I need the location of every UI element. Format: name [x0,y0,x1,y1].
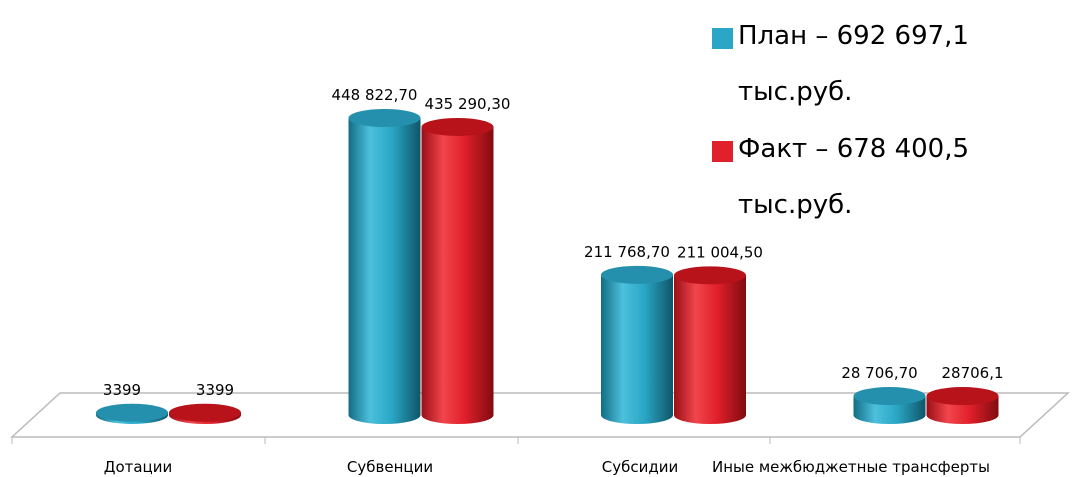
data-label: 435 290,30 [425,95,511,113]
legend-item: Факт – 678 400,5 тыс.руб. [712,121,1042,233]
legend-item: План – 692 697,1 тыс.руб. [712,8,1042,120]
data-label: 211 768,70 [584,243,670,261]
bar-top [926,387,999,406]
bar-top [674,266,746,285]
legend-swatch [712,28,733,49]
bar-top [169,403,241,422]
data-label: 28706,1 [941,364,1003,382]
bar-top [601,265,673,284]
x-tick-label: Субвенции [347,458,433,476]
data-label: 28 706,70 [841,364,917,382]
bar-top [853,387,926,406]
bar [601,274,673,424]
x-tick-label: Дотации [104,458,173,476]
data-label: 3399 [196,381,234,399]
bar-top [96,403,168,422]
x-tick-label: Иные межбюджетные трансферты [712,458,990,476]
bar [348,118,421,424]
bar-top [348,109,421,127]
data-label: 211 004,50 [677,243,763,261]
legend-swatch [712,141,733,162]
bar [421,126,494,425]
x-tick-label: Субсидии [602,458,678,476]
legend-label: План – 692 697,1 тыс.руб. [738,21,969,107]
data-label: 3399 [103,381,141,399]
data-label: 448 822,70 [332,86,418,104]
bar-top [421,117,494,136]
legend-label: Факт – 678 400,5 тыс.руб. [738,134,970,220]
bar [674,275,746,424]
